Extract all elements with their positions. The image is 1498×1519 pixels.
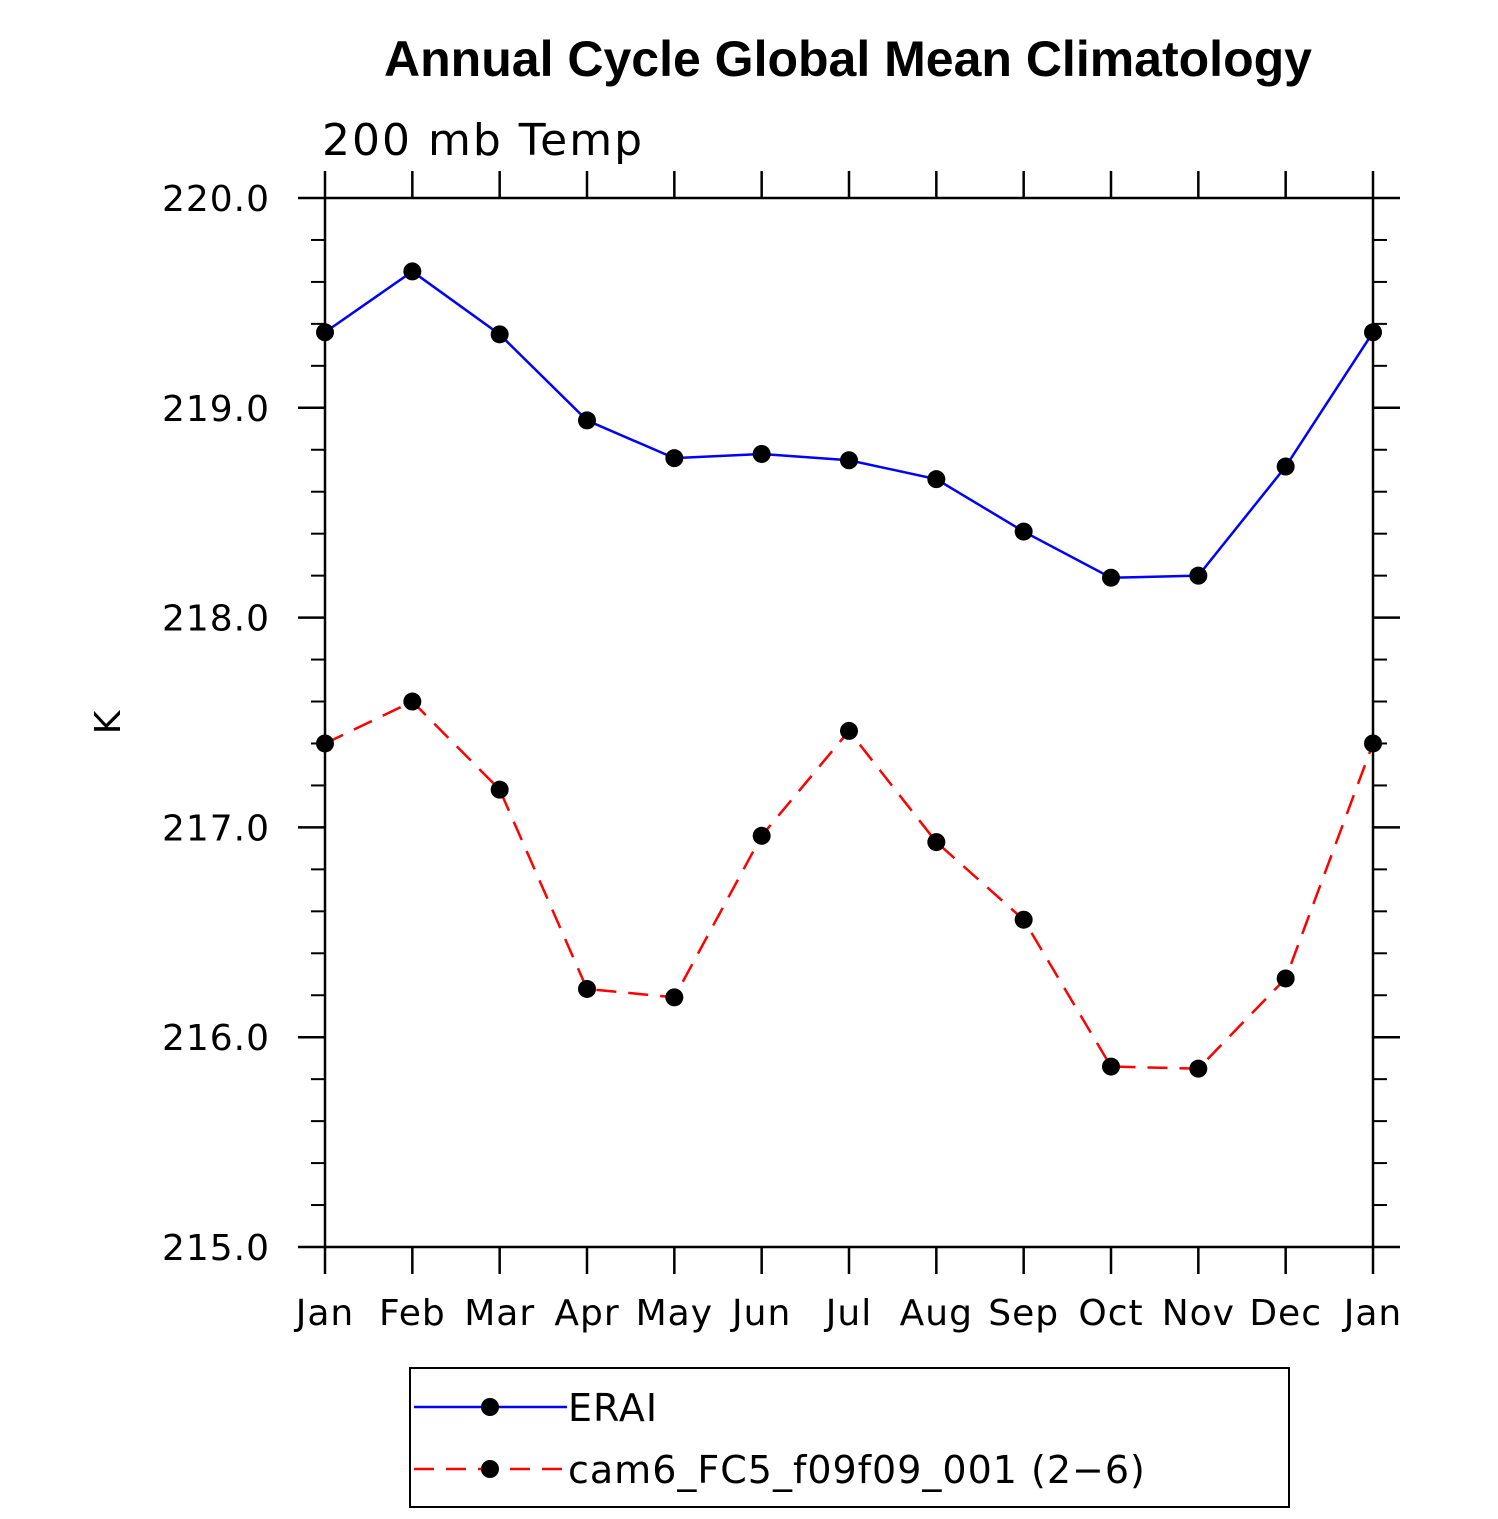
data-point xyxy=(927,833,946,852)
data-point xyxy=(490,325,509,344)
y-tick-label: 216.0 xyxy=(162,1018,270,1059)
data-point xyxy=(1014,910,1033,929)
data-point xyxy=(578,979,596,998)
series-line-1 xyxy=(324,700,1375,1070)
x-tick-label: Jan xyxy=(294,1293,355,1334)
data-point xyxy=(1102,1057,1120,1076)
y-tick-label: 215.0 xyxy=(162,1228,270,1269)
legend: ERAI cam6_FC5_f09f09_001 (2−6) xyxy=(409,1367,1290,1508)
legend-label-1: cam6_FC5_f09f09_001 (2−6) xyxy=(568,1448,1146,1492)
legend-box xyxy=(409,1367,1290,1508)
data-point xyxy=(927,470,946,489)
x-tick-label: Sep xyxy=(988,1293,1059,1334)
x-tick-label: Mar xyxy=(464,1293,535,1334)
data-point xyxy=(1189,1059,1208,1078)
legend-label-0: ERAI xyxy=(568,1386,658,1430)
data-point xyxy=(840,451,858,470)
x-tick-label: Jun xyxy=(730,1293,791,1334)
x-tick-label: Aug xyxy=(900,1293,973,1334)
data-point xyxy=(752,826,771,845)
data-point xyxy=(490,780,509,799)
chart-title: Annual Cycle Global Mean Climatology xyxy=(384,31,1312,87)
data-point xyxy=(316,323,334,342)
x-tick-label: Jan xyxy=(1342,1293,1403,1334)
legend-marker-0 xyxy=(481,1398,499,1416)
data-point xyxy=(1364,734,1382,753)
data-point xyxy=(752,444,771,463)
x-tick-label: Apr xyxy=(554,1293,619,1334)
data-point xyxy=(1276,969,1295,988)
chart-subtitle: 200 mb Temp xyxy=(322,115,644,166)
y-tick-label: 218.0 xyxy=(162,599,270,640)
x-tick-label: Dec xyxy=(1249,1293,1322,1334)
data-point xyxy=(1014,522,1033,541)
plot-area: Jan Feb Mar Apr May Jun Jul Aug Sep Oct Nov Dec Jan 2… xyxy=(162,171,1403,1334)
x-tick-label: Feb xyxy=(379,1293,446,1334)
data-point xyxy=(578,411,596,430)
x-tick-label: Jul xyxy=(824,1293,872,1334)
y-axis-label: K xyxy=(88,709,129,734)
x-tick-label: May xyxy=(636,1293,713,1334)
data-point xyxy=(1189,566,1208,585)
data-point xyxy=(665,449,684,468)
data-point xyxy=(403,262,422,281)
data-point xyxy=(1276,457,1295,476)
data-point xyxy=(316,734,334,753)
x-tick-label: Oct xyxy=(1078,1293,1143,1334)
series-line-0 xyxy=(324,269,1375,579)
data-point xyxy=(840,721,858,740)
legend-marker-1 xyxy=(481,1460,499,1478)
y-tick-label: 219.0 xyxy=(162,389,270,430)
data-point xyxy=(1102,568,1120,587)
data-point xyxy=(403,692,422,711)
y-tick-label: 217.0 xyxy=(162,808,270,849)
data-point xyxy=(665,988,684,1007)
data-point xyxy=(1364,323,1382,342)
x-tick-label: Nov xyxy=(1162,1293,1235,1334)
y-tick-label: 220.0 xyxy=(162,179,270,220)
